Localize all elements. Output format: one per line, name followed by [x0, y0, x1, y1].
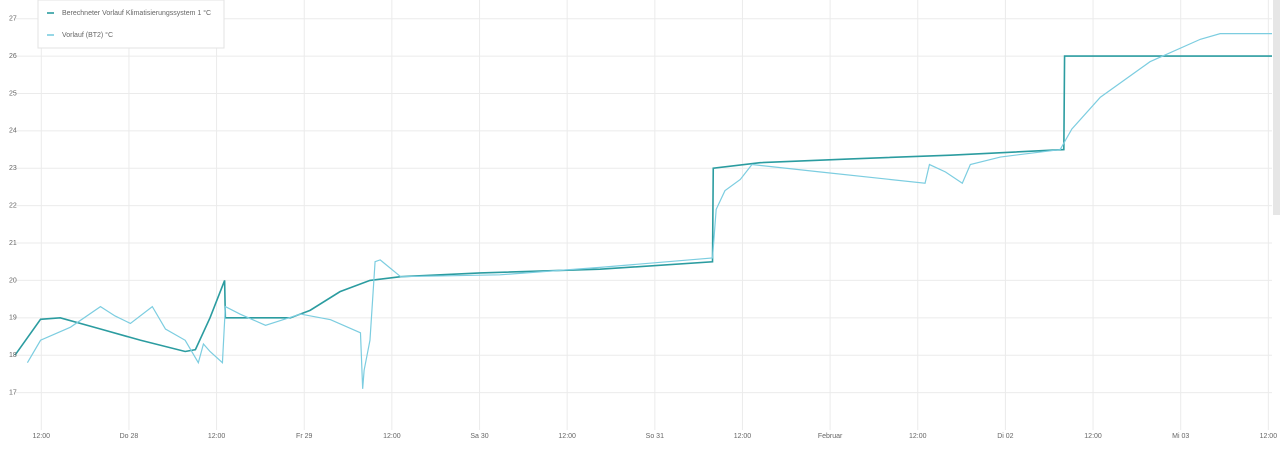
x-tick-label: Fr 29: [296, 433, 312, 440]
labels: 17 18 19 20 21 22 23 24 25 26 27 12:00 Do 28 12:00 Fr …: [9, 16, 1277, 440]
grid: [15, 0, 1272, 430]
y-tick-label: 23: [9, 165, 17, 172]
x-tick-label: 12:00: [33, 433, 51, 440]
x-tick-label: Di 02: [997, 433, 1013, 440]
x-tick-label: Sa 30: [470, 433, 488, 440]
y-tick-label: 18: [9, 352, 17, 359]
y-tick-label: 24: [9, 128, 17, 135]
y-tick-label: 27: [9, 16, 17, 23]
x-tick-label: 12:00: [208, 433, 226, 440]
x-tick-label: 12:00: [909, 433, 927, 440]
y-tick-label: 19: [9, 315, 17, 322]
y-tick-label: 26: [9, 53, 17, 60]
series-line: [26, 33, 1272, 389]
y-tick-label: 17: [9, 389, 17, 396]
scrollbar[interactable]: [1273, 0, 1280, 215]
x-tick-label: 12:00: [383, 433, 401, 440]
x-tick-label: Do 28: [120, 433, 139, 440]
y-tick-label: 22: [9, 202, 17, 209]
legend-box: [37, 0, 225, 49]
lines: [14, 33, 1272, 389]
x-tick-label: 12:00: [1084, 433, 1102, 440]
x-tick-label: 12:00: [558, 433, 576, 440]
x-tick-label: Februar: [818, 433, 843, 440]
y-tick-label: 20: [9, 277, 17, 284]
series-line: [14, 55, 1272, 356]
x-tick-label: Mi 03: [1172, 433, 1189, 440]
y-tick-label: 25: [9, 90, 17, 97]
legend-label: Berechneter Vorlauf Klimatisierungssyste…: [62, 9, 211, 17]
y-tick-label: 21: [9, 240, 17, 247]
x-tick-label: 12:00: [734, 433, 752, 440]
x-tick-label: So 31: [646, 433, 664, 440]
legend: Berechneter Vorlauf Klimatisierungssyste…: [37, 0, 225, 49]
legend-label: Vorlauf (BT2) °C: [62, 31, 113, 39]
x-tick-label: 12:00: [1260, 433, 1278, 440]
